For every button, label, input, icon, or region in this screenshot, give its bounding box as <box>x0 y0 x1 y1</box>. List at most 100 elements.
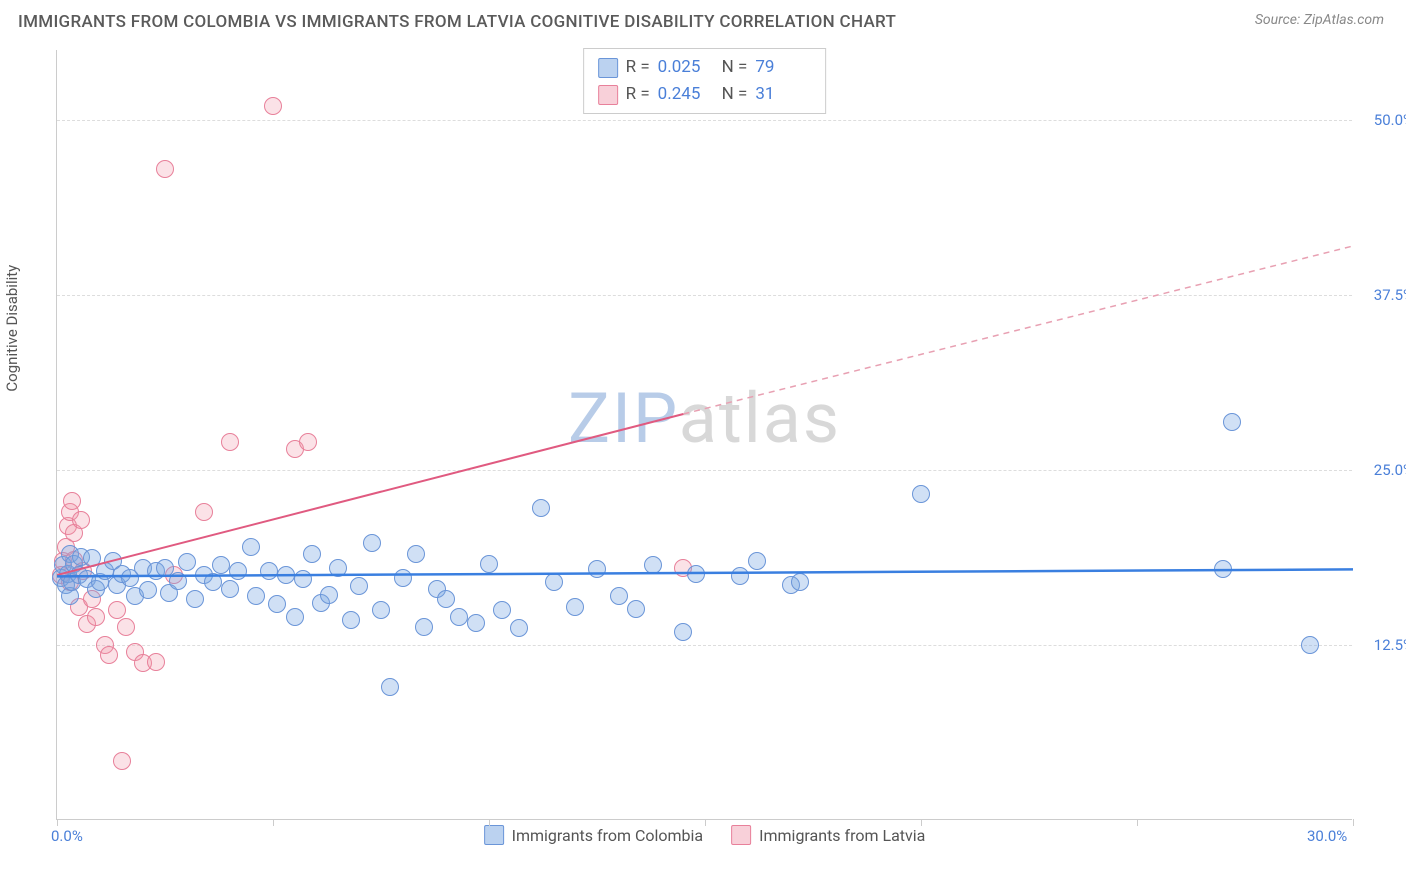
data-point <box>748 552 766 570</box>
data-point <box>381 678 399 696</box>
data-point <box>247 587 265 605</box>
data-point <box>532 499 550 517</box>
data-point <box>113 752 131 770</box>
legend-swatch <box>598 85 618 105</box>
legend-r-label: R = <box>626 54 650 81</box>
data-point <box>610 587 628 605</box>
y-axis-label: Cognitive Disability <box>3 265 21 392</box>
legend-series-label: Immigrants from Latvia <box>759 826 925 845</box>
data-point <box>510 619 528 637</box>
legend-swatch <box>598 58 618 78</box>
legend-r-value: 0.025 <box>658 54 714 81</box>
trendlines <box>57 50 1353 820</box>
legend-r-label: R = <box>626 81 650 108</box>
data-point <box>480 555 498 573</box>
legend-stats: R = 0.025 N = 79 R = 0.245 N = 31 <box>583 48 827 114</box>
data-point <box>674 623 692 641</box>
data-point <box>139 581 157 599</box>
data-point <box>221 580 239 598</box>
data-point <box>72 511 90 529</box>
data-point <box>100 646 118 664</box>
legend-r-value: 0.245 <box>658 81 714 108</box>
data-point <box>731 567 749 585</box>
legend-stat-row: R = 0.025 N = 79 <box>598 54 812 81</box>
y-tick-label: 25.0% <box>1374 461 1406 479</box>
data-point <box>1301 636 1319 654</box>
data-point <box>169 572 187 590</box>
data-point <box>229 562 247 580</box>
data-point <box>264 97 282 115</box>
data-point <box>320 586 338 604</box>
data-point <box>566 598 584 616</box>
data-point <box>1214 560 1232 578</box>
legend-n-label: N = <box>722 54 748 81</box>
data-point <box>294 570 312 588</box>
data-point <box>221 433 239 451</box>
data-point <box>437 590 455 608</box>
data-point <box>687 565 705 583</box>
y-tick-label: 37.5% <box>1374 286 1406 304</box>
data-point <box>156 160 174 178</box>
data-point <box>394 569 412 587</box>
legend-series-item: Immigrants from Latvia <box>731 825 925 845</box>
data-point <box>791 573 809 591</box>
gridline <box>57 645 1352 646</box>
data-point <box>467 614 485 632</box>
data-point <box>329 559 347 577</box>
source-attribution: Source: ZipAtlas.com <box>1255 12 1384 28</box>
gridline <box>57 470 1352 471</box>
data-point <box>195 503 213 521</box>
x-tick <box>57 819 58 826</box>
legend-swatch <box>731 825 751 845</box>
legend-series-label: Immigrants from Colombia <box>512 826 704 845</box>
data-point <box>303 545 321 563</box>
data-point <box>242 538 260 556</box>
y-tick-label: 50.0% <box>1374 111 1406 129</box>
data-point <box>268 595 286 613</box>
legend-series-item: Immigrants from Colombia <box>484 825 704 845</box>
data-point <box>212 556 230 574</box>
scatter-plot-area: ZIPatlas R = 0.025 N = 79 R = 0.245 N = … <box>56 50 1352 820</box>
x-tick <box>273 819 274 826</box>
watermark: ZIPatlas <box>568 378 841 460</box>
gridline <box>57 295 1352 296</box>
data-point <box>186 590 204 608</box>
data-point <box>260 562 278 580</box>
legend-stat-row: R = 0.245 N = 31 <box>598 81 812 108</box>
data-point <box>363 534 381 552</box>
gridline <box>57 120 1352 121</box>
data-point <box>450 608 468 626</box>
x-tick <box>489 819 490 826</box>
x-tick-label: 0.0% <box>51 827 83 845</box>
x-tick <box>921 819 922 826</box>
data-point <box>350 577 368 595</box>
data-point <box>108 601 126 619</box>
legend-n-label: N = <box>722 81 748 108</box>
chart-title: IMMIGRANTS FROM COLOMBIA VS IMMIGRANTS F… <box>18 12 896 32</box>
x-tick-label: 30.0% <box>1307 827 1347 845</box>
data-point <box>117 618 135 636</box>
x-tick <box>705 819 706 826</box>
data-point <box>63 492 81 510</box>
data-point <box>644 556 662 574</box>
data-point <box>493 601 511 619</box>
legend-series: Immigrants from Colombia Immigrants from… <box>484 825 926 845</box>
legend-swatch <box>484 825 504 845</box>
legend-n-value: 79 <box>755 54 811 81</box>
x-tick <box>1353 819 1354 826</box>
data-point <box>627 600 645 618</box>
data-point <box>286 608 304 626</box>
data-point <box>178 553 196 571</box>
data-point <box>87 608 105 626</box>
data-point <box>204 573 222 591</box>
data-point <box>407 545 425 563</box>
data-point <box>277 566 295 584</box>
data-point <box>415 618 433 636</box>
data-point <box>588 560 606 578</box>
data-point <box>1223 413 1241 431</box>
x-tick <box>1137 819 1138 826</box>
data-point <box>545 573 563 591</box>
data-point <box>912 485 930 503</box>
data-point <box>342 611 360 629</box>
legend-n-value: 31 <box>755 81 811 108</box>
